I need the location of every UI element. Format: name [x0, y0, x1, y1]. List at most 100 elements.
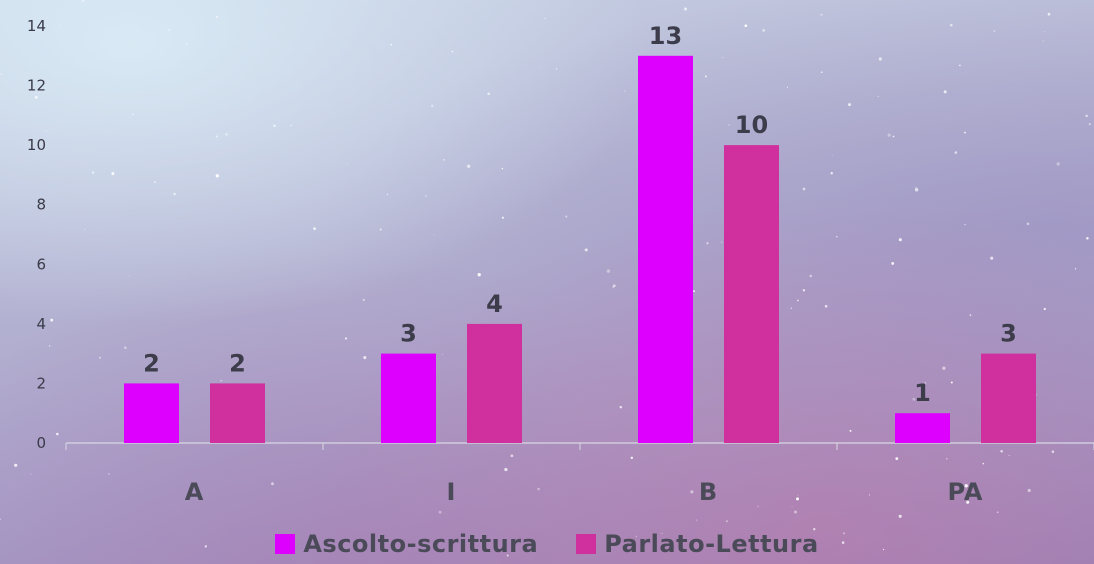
star — [791, 506, 793, 508]
star — [565, 215, 568, 218]
star — [379, 228, 382, 231]
data-label: 1 — [914, 379, 931, 407]
star — [1000, 450, 1003, 453]
star — [55, 432, 59, 436]
bar-series-1 — [381, 353, 436, 443]
star — [696, 519, 698, 521]
star — [1027, 488, 1031, 493]
data-label: 4 — [486, 290, 503, 318]
star — [914, 188, 919, 192]
star — [540, 68, 542, 70]
star — [704, 75, 707, 78]
star — [34, 96, 38, 99]
star — [506, 554, 509, 557]
star — [728, 124, 730, 126]
star — [220, 379, 222, 382]
star — [990, 256, 994, 260]
y-tick-label: 4 — [36, 315, 46, 333]
star — [619, 405, 623, 409]
star — [966, 500, 970, 504]
legend: Ascolto-scrittura Parlato-Lettura — [0, 530, 1094, 558]
star — [842, 532, 845, 535]
star — [59, 24, 61, 26]
data-label: 2 — [143, 349, 160, 377]
star — [225, 132, 228, 136]
star — [131, 113, 134, 116]
bar-series-1 — [895, 413, 950, 443]
star — [820, 71, 823, 74]
star — [809, 274, 813, 278]
star — [793, 510, 798, 514]
star — [346, 163, 348, 164]
star — [48, 345, 51, 347]
star — [706, 242, 709, 245]
legend-item-series-2: Parlato-Lettura — [576, 530, 818, 558]
star — [942, 366, 946, 370]
star — [820, 13, 823, 16]
star — [841, 541, 845, 544]
data-label: 10 — [735, 111, 768, 139]
star — [1056, 162, 1060, 166]
star — [898, 238, 902, 242]
star — [215, 174, 219, 178]
star — [487, 92, 490, 95]
bar-series-2 — [467, 323, 522, 443]
x-tick-label: A — [185, 478, 205, 506]
star — [891, 261, 895, 265]
star — [612, 284, 616, 288]
star — [1026, 222, 1030, 226]
star — [313, 227, 316, 231]
x-tick-label: PA — [948, 478, 984, 506]
bar-series-2 — [981, 353, 1036, 443]
star — [946, 458, 948, 460]
y-tick-label: 12 — [27, 77, 46, 95]
star — [510, 454, 514, 458]
star — [964, 131, 966, 134]
star — [959, 64, 961, 67]
star — [797, 494, 799, 496]
star — [950, 381, 953, 384]
legend-label-series-2: Parlato-Lettura — [604, 530, 819, 558]
star — [877, 96, 879, 97]
star — [501, 216, 504, 219]
star — [362, 298, 365, 302]
star — [796, 497, 799, 501]
star — [438, 510, 442, 514]
star — [722, 56, 724, 59]
star — [836, 235, 838, 238]
star — [504, 467, 508, 472]
star — [555, 68, 558, 70]
star — [923, 382, 927, 385]
star — [363, 356, 367, 360]
star — [692, 290, 696, 293]
y-tick-label: 14 — [27, 17, 46, 35]
star — [14, 463, 18, 467]
star — [954, 151, 958, 154]
star — [1088, 122, 1092, 126]
star — [969, 314, 972, 316]
star — [943, 90, 947, 94]
star — [30, 473, 32, 475]
data-label: 3 — [400, 320, 417, 348]
star — [173, 192, 176, 196]
star — [744, 24, 748, 28]
star — [1044, 31, 1045, 33]
y-tick-label: 8 — [36, 196, 46, 214]
star — [1043, 307, 1046, 311]
star — [386, 193, 389, 196]
legend-swatch-series-2 — [576, 534, 597, 554]
star — [878, 57, 882, 61]
star — [185, 43, 188, 45]
star — [684, 7, 687, 11]
star — [99, 356, 101, 359]
star — [50, 318, 54, 322]
legend-swatch-series-1 — [275, 534, 296, 554]
star — [390, 43, 393, 46]
star — [1074, 268, 1077, 270]
y-tick-label: 10 — [27, 136, 46, 154]
star — [868, 494, 870, 496]
data-label: 13 — [649, 22, 682, 50]
star — [584, 248, 588, 252]
star — [45, 130, 48, 132]
star — [797, 299, 799, 302]
